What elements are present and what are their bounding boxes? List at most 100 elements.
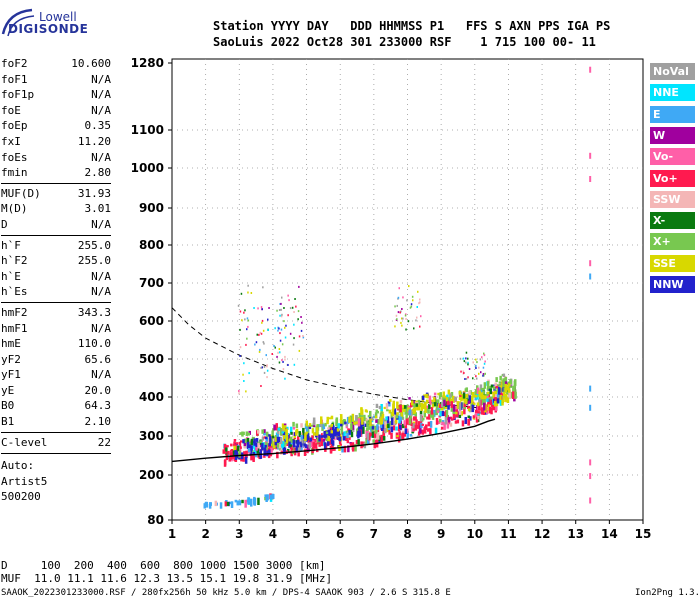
echo-point [334,433,337,437]
echo-point [249,448,253,456]
echo-point [419,425,422,434]
echo-point [399,425,402,431]
echo-point [318,434,321,442]
echo-point [463,360,466,363]
echo-point [315,433,318,436]
param-name: foF1p [1,88,35,102]
echo-point [285,436,289,443]
echo-point [269,494,273,500]
echo-point [312,440,315,443]
echo-point [259,331,261,334]
echo-point [309,437,313,442]
echo-point [272,493,275,499]
echo-point [261,319,264,322]
echo-point [219,502,223,509]
echo-point [295,445,298,453]
echo-point [502,396,505,403]
param-row-b0: B0 64.3 [1,398,111,414]
echo-point [514,391,517,399]
echo-point [347,445,350,453]
echo-point [452,395,455,403]
echo-point [284,425,287,428]
echo-point [383,406,387,410]
echo-point [312,417,316,426]
param-value: 65.6 [84,352,112,366]
echo-point [355,420,358,425]
echo-point [399,311,401,314]
echo-point [438,395,442,400]
footer-muf-row: MUF 11.0 11.1 11.6 12.3 13.5 15.1 19.8 3… [1,572,333,585]
echo-point [481,398,485,405]
echo-point [433,392,437,396]
echo-point [253,307,255,309]
echo-point [589,66,592,73]
echo-point [460,370,462,373]
echo-point [387,423,390,428]
echo-point [511,391,515,399]
echo-point [257,497,260,505]
echo-point [367,415,371,418]
echo-point [475,390,478,394]
echo-point [472,394,476,398]
echo-point [292,421,295,427]
echo-point [310,424,314,427]
echo-point [297,447,301,453]
echo-point [230,501,234,508]
param-name: h`F2 [1,254,28,268]
echo-point [312,432,316,436]
param-row-fof2: foF2 10.600 [1,56,111,72]
echo-point [290,436,293,443]
echo-point [269,453,273,457]
echo-point [293,337,295,340]
echo-point [327,435,330,442]
echo-point [501,393,504,396]
echo-point [366,433,370,440]
param-value: N/A [91,368,111,382]
echo-point [438,409,441,412]
echo-point [401,317,403,320]
echo-point [279,339,282,342]
echo-point [281,431,285,434]
echo-point [423,427,426,434]
echo-point [483,395,487,399]
echo-point [348,430,351,435]
echo-point [287,314,289,317]
echo-point [326,433,330,437]
logo-lowell: Lowell [39,10,77,24]
echo-point [257,443,260,449]
echo-point [465,398,468,405]
echo-point [454,396,457,402]
echo-point [405,313,407,316]
echo-point [441,421,444,426]
echo-point [487,395,491,403]
echo-point [348,416,351,423]
echo-point [258,350,261,353]
echo-point [282,447,286,455]
echo-point [482,374,484,377]
echo-point [400,407,404,411]
echo-point [392,425,396,431]
echo-point [408,397,411,400]
echo-point [506,397,510,403]
echo-point [504,385,508,393]
echo-point [322,438,326,442]
echo-point [317,435,320,438]
echo-point [257,430,260,434]
echo-point [247,291,249,294]
echo-point [292,440,296,444]
echo-point [276,309,278,312]
echo-point [483,382,487,389]
ionogram-chart: 1 2 3 4 5 6 7 8 9 10 11 12 13 14 158020030040050060070… [131,56,652,541]
y-tick-label: 500 [139,352,164,366]
echo-point [291,306,294,309]
echo-point [280,302,282,305]
echo-point [399,414,402,422]
echo-point [281,441,284,448]
echo-point [265,431,269,436]
echo-point [449,422,453,427]
echo-point [450,398,453,402]
echo-point [234,499,238,503]
echo-point [410,409,413,417]
echo-point [444,403,448,407]
echo-point [402,404,405,409]
